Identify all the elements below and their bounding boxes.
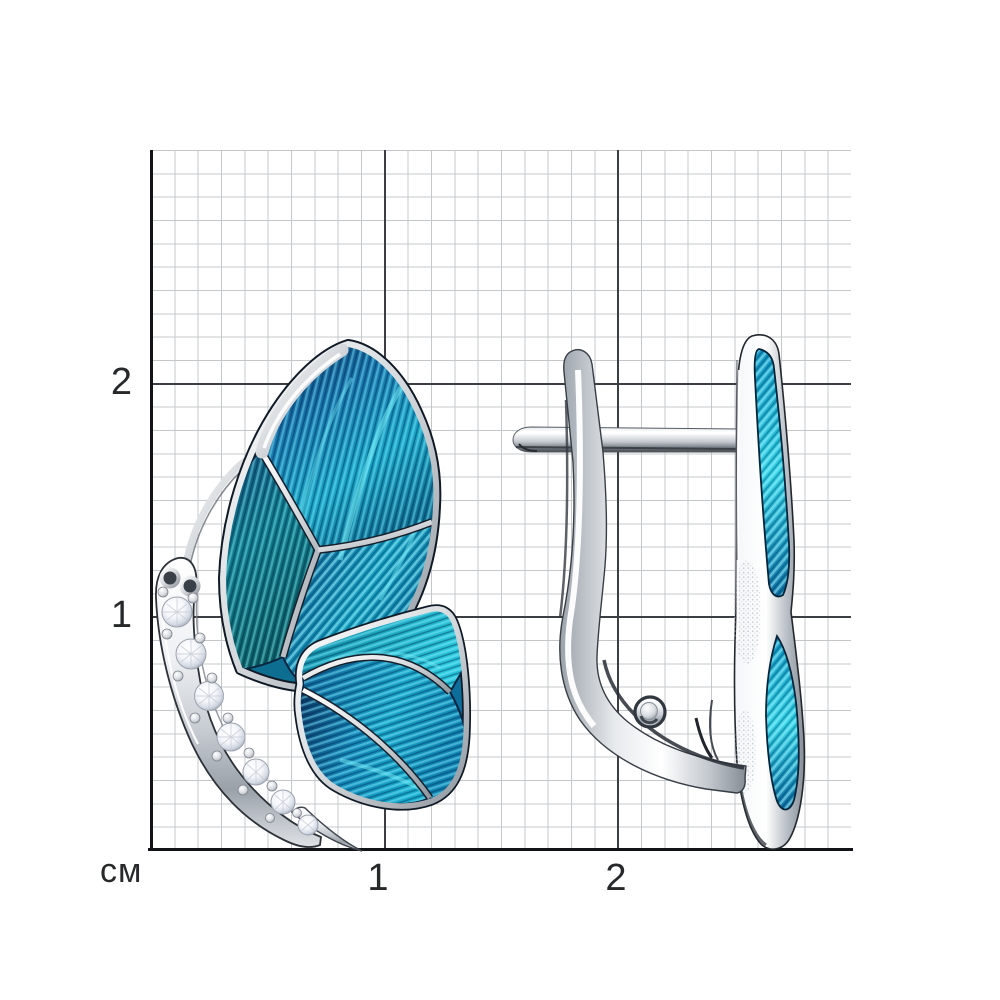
english-lock-lever: [558, 348, 747, 794]
x-tick-2: 2: [605, 857, 627, 899]
y-tick-2: 2: [110, 361, 132, 403]
unit-label-cm: см: [100, 852, 143, 890]
x-axis-line: [148, 848, 853, 851]
crystal-body: [155, 557, 363, 852]
y-axis-line: [150, 150, 153, 850]
major-gridline-y1: [151, 615, 851, 618]
prong-beads: [157, 586, 302, 823]
x-tick-1: 1: [367, 857, 389, 899]
hammered-texture: [733, 560, 761, 664]
hinge-rivet: [633, 695, 667, 729]
major-gridline-y2: [151, 382, 851, 385]
lower-wing: [293, 604, 471, 811]
crystal-row: [161, 596, 319, 836]
y-tick-1: 1: [110, 594, 132, 636]
wing-veins: [257, 448, 434, 659]
upper-wing: [218, 339, 442, 693]
earring-side-view: [512, 334, 806, 850]
wing-veins: [301, 653, 453, 801]
major-gridline-x2: [616, 150, 619, 850]
clasp-pin: [512, 426, 744, 453]
earring-front-view: [155, 339, 471, 852]
